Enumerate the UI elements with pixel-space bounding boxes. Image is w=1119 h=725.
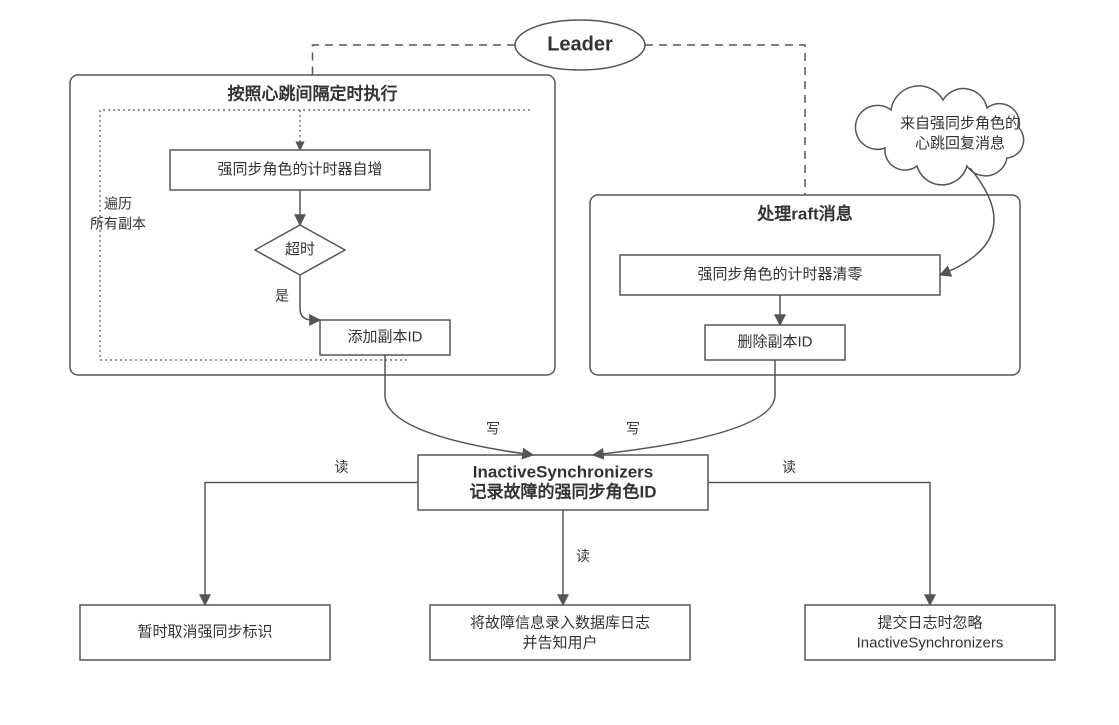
edge-center-left [205,483,418,606]
timeout-label: 超时 [285,241,315,258]
read-label-right: 读 [782,459,796,475]
bottom-left-label: 暂时取消强同步标识 [137,623,272,640]
bottom-middle-label-2: 并告知用户 [522,634,597,651]
read-label-middle: 读 [576,548,590,564]
center-label-2: 记录故障的强同步角色ID [470,481,657,501]
right-panel-title: 处理raft消息 [756,203,852,223]
bottom-middle-label-1: 将故障信息录入数据库日志 [470,613,650,631]
timer-inc-label: 强同步角色的计时器自增 [217,161,382,178]
edge-center-right [708,483,930,606]
write-label-left: 写 [486,421,500,437]
left-panel-title: 按照心跳间隔定时执行 [228,83,398,103]
del-id-label: 删除副本ID [737,333,812,350]
bottom-right-label-1: 提交日志时忽略 [877,613,982,631]
center-label-1: InactiveSynchronizers [473,462,653,481]
leader-label: Leader [547,33,613,55]
cloud-node: 来自强同步角色的心跳回复消息 [855,86,1023,185]
loop-label-1: 遍历 [104,196,132,212]
bottom-middle-node [430,605,690,660]
read-label-left: 读 [335,459,349,475]
leader-to-left-edge [313,45,516,75]
bottom-right-node [805,605,1055,660]
cloud-label-2: 心跳回复消息 [915,134,1005,152]
add-id-label: 添加副本ID [347,328,422,345]
write-label-right: 写 [626,421,640,437]
cloud-label-1: 来自强同步角色的 [900,115,1020,132]
yes-label: 是 [275,288,289,304]
loop-label-2: 所有副本 [90,216,146,232]
bottom-right-label-2: InactiveSynchronizers [857,634,1004,651]
leader-to-right-edge [645,45,805,195]
timer-clear-label: 强同步角色的计时器清零 [697,266,862,283]
